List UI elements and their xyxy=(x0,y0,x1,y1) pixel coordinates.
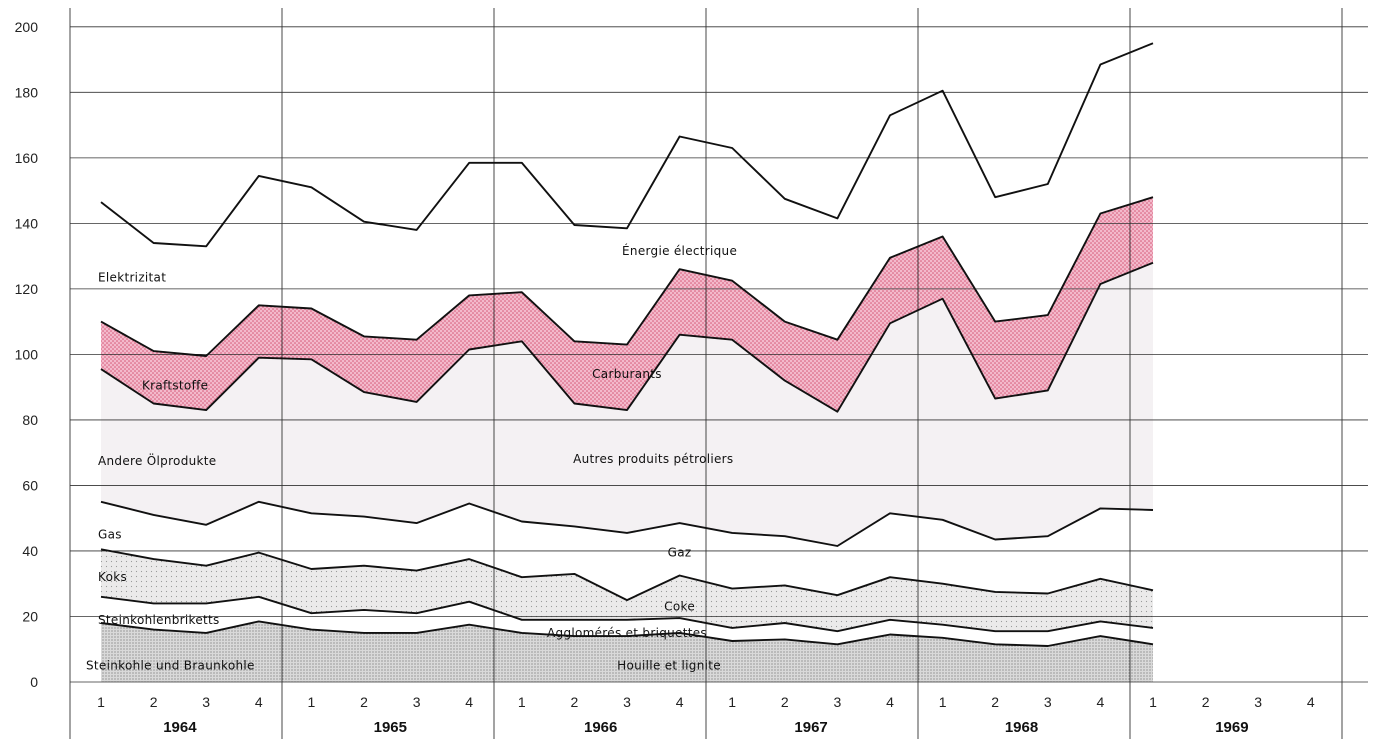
x-quarter-label: 4 xyxy=(1307,694,1315,710)
x-quarter-label: 3 xyxy=(834,694,842,710)
x-quarter-label: 3 xyxy=(1254,694,1262,710)
y-tick-label: 80 xyxy=(22,412,38,428)
series-line-houille xyxy=(100,620,1154,647)
label-steinkohlenbriketts: Steinkohlenbriketts xyxy=(98,613,220,627)
series-line-carburants xyxy=(100,196,1154,357)
x-quarter-label: 3 xyxy=(623,694,631,710)
label-koks: Koks xyxy=(98,570,127,584)
series-line-electrique xyxy=(100,42,1154,248)
x-year-label: 1966 xyxy=(584,719,617,736)
x-quarter-label: 2 xyxy=(571,694,579,710)
label-elektrizitat: Elektrizitat xyxy=(98,270,166,284)
x-quarter-label: 1 xyxy=(1149,694,1157,710)
x-quarter-label: 2 xyxy=(1202,694,1210,710)
x-year-label: 1968 xyxy=(1005,719,1038,736)
y-tick-label: 0 xyxy=(30,674,38,690)
series-line-gaz xyxy=(100,500,1154,547)
series-line-coke xyxy=(100,548,1154,602)
y-tick-label: 180 xyxy=(15,84,39,100)
area-fills xyxy=(101,197,1153,682)
label-autres-produits: Autres produits pétroliers xyxy=(573,452,733,466)
x-quarter-label: 2 xyxy=(150,694,158,710)
series-lines xyxy=(100,42,1154,647)
label-steinkohle: Steinkohle und Braunkohle xyxy=(86,659,255,673)
coke-area xyxy=(101,549,1153,632)
x-year-label: 1964 xyxy=(163,719,197,736)
label-andere-olprodukte: Andere Ölprodukte xyxy=(98,452,216,468)
y-tick-label: 120 xyxy=(15,281,39,297)
x-quarter-label: 4 xyxy=(255,694,263,710)
x-year-label: 1967 xyxy=(794,719,827,736)
series-labels: Elektrizitat Énergie électrique Kraftstoff… xyxy=(86,243,737,672)
axes: 0 20 40 60 80 100 120 140 160 180 200 1 2 3 4 1964 1 2 3 4 1… xyxy=(15,19,1315,736)
x-quarter-label: 3 xyxy=(413,694,421,710)
x-quarter-label: 1 xyxy=(939,694,947,710)
houille-area xyxy=(101,621,1153,682)
label-gas: Gas xyxy=(98,528,122,542)
y-tick-label: 200 xyxy=(15,19,39,35)
series-line-agglomeres xyxy=(100,595,1154,633)
x-quarter-label: 3 xyxy=(202,694,210,710)
x-quarter-label: 2 xyxy=(991,694,999,710)
x-quarter-label: 4 xyxy=(1097,694,1105,710)
label-kraftstoffe: Kraftstoffe xyxy=(142,379,208,393)
x-quarter-label: 4 xyxy=(465,694,473,710)
series-line-autres xyxy=(100,261,1154,413)
x-quarter-label: 1 xyxy=(728,694,736,710)
y-tick-label: 100 xyxy=(15,346,39,362)
x-quarter-label: 2 xyxy=(781,694,789,710)
gridlines xyxy=(69,8,1368,739)
label-energie-electrique: Énergie électrique xyxy=(622,243,737,258)
carburants-area xyxy=(101,197,1153,412)
autres-produits-area xyxy=(101,262,1153,546)
x-quarter-label: 1 xyxy=(97,694,105,710)
x-year-label: 1969 xyxy=(1215,719,1248,736)
y-tick-label: 160 xyxy=(15,150,39,166)
label-agglomeres: Agglomérés et briquettes xyxy=(547,626,707,640)
x-quarter-label: 4 xyxy=(676,694,684,710)
y-tick-label: 60 xyxy=(22,477,38,493)
label-coke: Coke xyxy=(664,600,695,614)
y-tick-label: 140 xyxy=(15,215,39,231)
x-quarter-label: 2 xyxy=(360,694,368,710)
y-tick-label: 40 xyxy=(22,543,38,559)
x-quarter-label: 1 xyxy=(518,694,526,710)
label-houille: Houille et lignite xyxy=(617,659,721,673)
label-gaz: Gaz xyxy=(668,546,692,560)
x-quarter-label: 3 xyxy=(1044,694,1052,710)
label-carburants: Carburants xyxy=(592,367,662,381)
x-year-label: 1965 xyxy=(374,719,407,736)
x-quarter-label: 1 xyxy=(308,694,316,710)
x-quarter-label: 4 xyxy=(886,694,894,710)
y-tick-label: 20 xyxy=(22,608,38,624)
